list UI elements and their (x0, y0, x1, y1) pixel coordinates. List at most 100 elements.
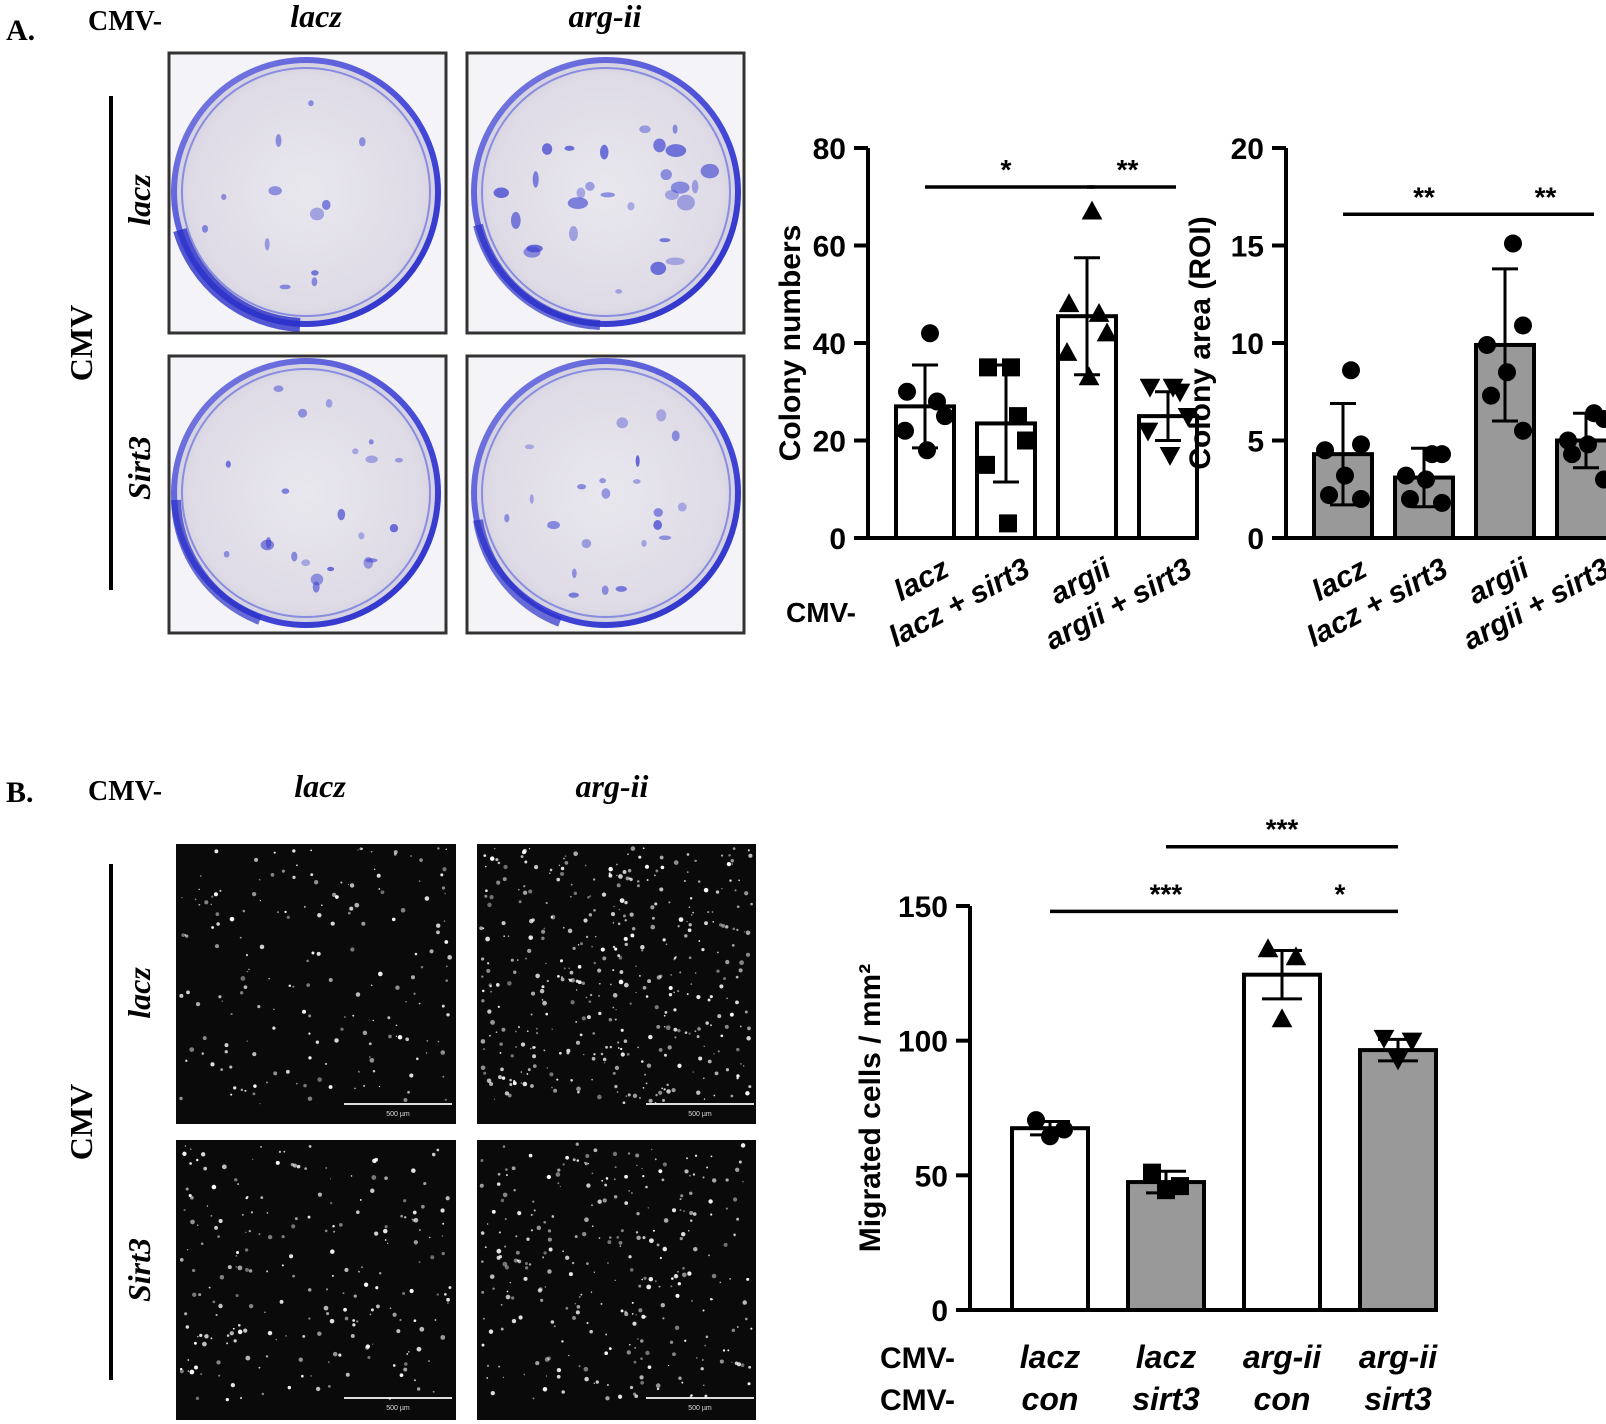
cell-dot (442, 867, 447, 872)
cell-dot (185, 1187, 189, 1191)
cell-dot (723, 1242, 728, 1247)
cell-dot (254, 857, 259, 862)
cell-dot (691, 1300, 693, 1302)
colony-dot (225, 460, 231, 468)
cell-dot (541, 929, 546, 934)
cell-dot (590, 1291, 593, 1293)
cell-dot (489, 856, 495, 861)
cell-dot (356, 1210, 360, 1214)
cell-dot (377, 971, 383, 977)
cell-dot (524, 1262, 528, 1265)
cell-dot (636, 880, 640, 883)
cell-dot (704, 921, 708, 926)
colony-dot (670, 181, 690, 194)
colony-dot (268, 186, 282, 196)
cell-dot (582, 1231, 587, 1237)
colony-dot (632, 479, 641, 484)
cell-dot (674, 1036, 677, 1039)
cell-dot (378, 888, 381, 890)
cell-dot (608, 1347, 612, 1351)
data-point (1563, 445, 1581, 464)
cell-dot (372, 1019, 374, 1022)
cell-dot (331, 1274, 334, 1277)
cell-dot (235, 1254, 238, 1257)
significance-stars: * (1001, 154, 1012, 185)
cell-dot (612, 1151, 618, 1157)
cell-dot (727, 1349, 730, 1352)
cell-dot (528, 1153, 533, 1158)
data-point (1373, 1029, 1395, 1049)
cell-dot (553, 1088, 558, 1093)
cell-dot (649, 1238, 654, 1244)
cell-dot (480, 1231, 485, 1235)
cell-dot (710, 1155, 713, 1158)
cell-dot (663, 1014, 666, 1017)
data-point (1595, 470, 1606, 489)
cell-dot (651, 1148, 653, 1151)
colony-dot (658, 535, 672, 541)
cell-dot (500, 1067, 504, 1072)
cell-dot (526, 1030, 529, 1032)
cell-dot (645, 1185, 648, 1189)
cell-dot (635, 1153, 640, 1158)
micrograph-lacz-lacz: 500 µm (176, 844, 456, 1124)
cell-dot (444, 940, 449, 944)
cell-dot (437, 847, 440, 850)
cell-dot (662, 1317, 665, 1320)
data-point (1271, 1008, 1293, 1028)
cell-dot (659, 855, 664, 860)
cell-dot (708, 1254, 710, 1257)
colony-dot (532, 171, 539, 188)
cell-dot (704, 1394, 708, 1398)
cell-dot (658, 1169, 663, 1174)
cell-dot (556, 1078, 559, 1081)
cell-dot (600, 1052, 604, 1056)
cell-dot (668, 901, 671, 904)
cell-dot (349, 883, 355, 888)
cell-dot (230, 1013, 233, 1016)
cell-dot (206, 1205, 209, 1207)
cell-dot (740, 1363, 745, 1368)
panel-a-row-label-lacz: lacz (121, 174, 157, 226)
cell-dot (731, 863, 733, 865)
cell-dot (731, 1361, 733, 1363)
cell-dot (252, 892, 257, 897)
cell-dot (392, 1312, 397, 1317)
cell-dot (721, 923, 726, 928)
cell-dot (678, 1376, 682, 1381)
cell-dot (308, 1014, 312, 1018)
cell-dot (570, 1000, 575, 1005)
cell-dot (687, 928, 692, 933)
cell-dot (503, 864, 508, 870)
cell-dot (659, 1256, 662, 1260)
cell-dot (532, 1200, 535, 1203)
cell-dot (673, 1027, 678, 1032)
cell-dot (586, 1321, 589, 1325)
data-point (896, 421, 914, 440)
cell-dot (690, 983, 693, 985)
cell-dot (661, 1087, 664, 1090)
cell-dot (674, 1325, 680, 1331)
cell-dot (608, 872, 611, 875)
cell-dot (568, 1272, 573, 1277)
cell-dot (684, 1169, 689, 1174)
cell-dot (507, 1093, 512, 1098)
cell-dot (545, 1375, 548, 1377)
cell-dot (504, 1091, 510, 1096)
cell-dot (189, 1369, 195, 1375)
cell-dot (242, 909, 246, 913)
cell-dot (624, 1174, 628, 1179)
cell-dot (663, 1218, 669, 1223)
cell-dot (369, 1313, 372, 1316)
cell-dot (267, 1234, 273, 1240)
cell-dot (416, 1057, 419, 1061)
cell-dot (445, 979, 448, 982)
cell-dot (489, 895, 494, 900)
cell-dot (524, 1266, 529, 1270)
cell-dot (195, 1158, 199, 1162)
colony-dot (691, 179, 699, 194)
data-point (1316, 441, 1334, 460)
cell-dot (340, 881, 343, 884)
cell-dot (598, 995, 600, 997)
